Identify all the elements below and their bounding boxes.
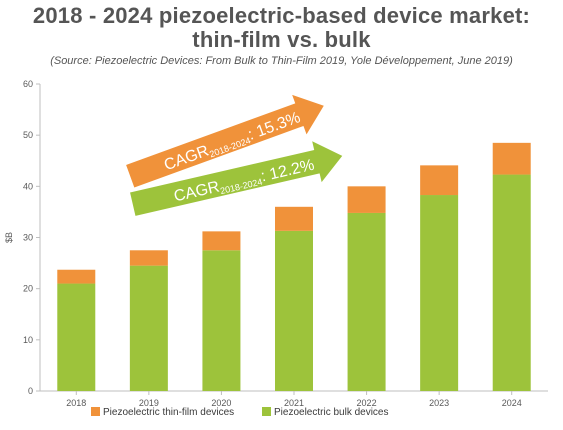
y-tick-label: 60 (23, 79, 33, 89)
chart-subtitle: (Source: Piezoelectric Devices: From Bul… (50, 55, 513, 67)
chart-title-line-2: thin-film vs. bulk (192, 27, 371, 52)
x-tick-label: 2024 (502, 398, 522, 408)
x-tick-label: 2020 (211, 398, 231, 408)
bar-bulk-segment (202, 250, 241, 391)
legend-swatch (262, 407, 271, 416)
bar-bulk-segment (275, 230, 313, 391)
y-tick-label: 40 (23, 181, 33, 191)
bar-thin-film-segment (57, 269, 96, 284)
bar-bulk-segment (129, 265, 168, 391)
chart-title-line-1: 2018 - 2024 piezoelectric-based device m… (32, 3, 531, 28)
bar-thin-film-segment (202, 231, 241, 251)
x-tick-label: 2022 (357, 398, 377, 408)
bar-thin-film-segment (347, 186, 386, 213)
bar-thin-film-segment (275, 206, 313, 231)
bar-bulk-segment (57, 283, 96, 391)
legend-label: Piezoelectric thin-film devices (103, 407, 234, 418)
bar-bulk-segment (492, 174, 531, 391)
x-tick-label: 2019 (139, 398, 159, 408)
bar-bulk-segment (420, 195, 459, 391)
y-tick-label: 20 (23, 284, 33, 294)
cagr-arrow-bulk (130, 141, 343, 216)
y-tick-label: 50 (23, 130, 33, 140)
legend-swatch (91, 407, 100, 416)
x-tick-label: 2018 (66, 398, 86, 408)
x-tick-label: 2023 (429, 398, 449, 408)
bar-thin-film-segment (492, 142, 531, 175)
cagr-arrow-thin-film (126, 94, 324, 188)
y-tick-label: 10 (23, 335, 33, 345)
x-tick-label: 2021 (284, 398, 304, 408)
legend-label: Piezoelectric bulk devices (274, 407, 389, 418)
y-tick-label: 30 (23, 233, 33, 243)
bar-thin-film-segment (420, 165, 459, 196)
bar-bulk-segment (347, 212, 386, 391)
y-axis-label: $B (4, 232, 14, 243)
y-tick-label: 0 (28, 386, 33, 396)
bar-thin-film-segment (129, 250, 168, 266)
